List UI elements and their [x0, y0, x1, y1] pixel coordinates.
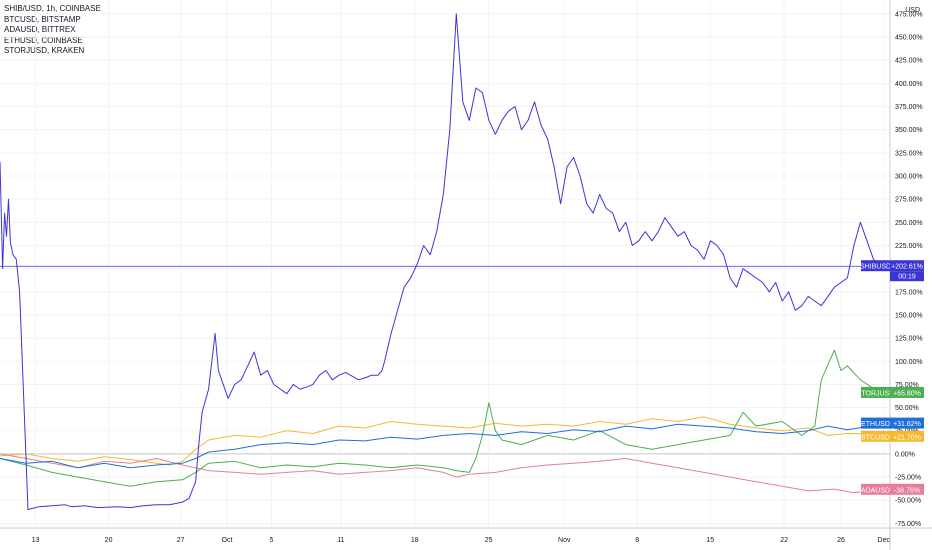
- y-tick-label-7: 300.00%: [895, 174, 923, 181]
- price-badge-adausd: [890, 483, 924, 495]
- legend-item-btcusd[interactable]: BTCUSD, BITSTAMP: [4, 14, 81, 24]
- x-tick-label-13: Dec: [878, 537, 891, 544]
- x-tick-label-10: 15: [706, 537, 714, 544]
- y-tick-label-13: 150.00%: [895, 312, 923, 319]
- series-lines: [0, 13, 881, 510]
- price-badge-value-storjusd: +65.80%: [893, 390, 921, 397]
- series-line-shibusd: [0, 13, 881, 510]
- series-name-tag-storjusd: [861, 386, 890, 398]
- y-tick-label-21: -50.00%: [895, 498, 921, 505]
- price-badge-storjusd: [890, 386, 924, 398]
- y-tick-label-14: 125.00%: [895, 336, 923, 343]
- series-name-adausd: ADAUSD: [861, 487, 890, 494]
- y-tick-label-9: 250.00%: [895, 220, 923, 227]
- countdown-badge-value: 00:19: [898, 274, 916, 281]
- x-tick-label-9: 8: [635, 537, 639, 544]
- x-tick-label-12: 26: [837, 537, 845, 544]
- x-tick-label-3: Oct: [222, 537, 233, 544]
- legend-item-adausd[interactable]: ADAUSD, BITTREX: [4, 25, 76, 34]
- y-tick-label-8: 275.00%: [895, 197, 923, 204]
- series-name-tag-adausd: [861, 483, 890, 495]
- y-tick-label-19: 0.00%: [895, 451, 915, 458]
- y-tick-label-5: 350.00%: [895, 127, 923, 134]
- x-tick-label-11: 22: [780, 537, 788, 544]
- grid-lines: [0, 0, 890, 528]
- price-badge-btcusd: [890, 430, 924, 442]
- price-badge-shibusd: [890, 260, 924, 272]
- series-name-ethusd: ETHUSD: [861, 421, 890, 428]
- countdown-badge: [890, 271, 924, 282]
- y-axis-ticks[interactable]: 475.00% 450.00% 425.00% 400.00% 375.00% 350.0…: [895, 11, 923, 527]
- x-tick-label-7: 25: [485, 537, 493, 544]
- x-tick-label-0: 13: [32, 537, 40, 544]
- series-line-ethusd: [0, 423, 881, 469]
- legend-item-shibusd[interactable]: SHIB/USD, 1h, COINBASE: [4, 4, 101, 13]
- y-tick-label-15: 100.00%: [895, 359, 923, 366]
- y-tick-label-12: 175.00%: [895, 289, 923, 296]
- y-tick-label-2: 425.00%: [895, 58, 923, 65]
- x-tick-label-2: 27: [177, 537, 185, 544]
- price-badge-ethusd: [890, 417, 924, 429]
- legend-item-ethusd[interactable]: ETHUSD, COINBASE: [4, 35, 83, 45]
- price-badge-value-adausd: -38.76%: [894, 487, 920, 494]
- series-name-storjusd: STORJUSD: [857, 390, 895, 397]
- price-badge-value-shibusd: +202.61%: [891, 264, 923, 271]
- series-line-btcusd: [0, 416, 881, 466]
- y-tick-label-4: 375.00%: [895, 104, 923, 111]
- series-line-storjusd: [0, 349, 881, 487]
- series-name-btcusd: BTCUSD: [861, 434, 890, 441]
- series-line-adausd: [0, 453, 881, 494]
- legend-item-storjusd[interactable]: STORJUSD, KRAKEN: [4, 46, 85, 55]
- y-tick-label-17: 50.00%: [895, 405, 919, 412]
- y-tick-label-22: -75.00%: [895, 521, 921, 528]
- series-name-tag-btcusd: [861, 430, 890, 442]
- x-tick-label-6: 18: [411, 537, 419, 544]
- x-tick-label-8: Nov: [558, 537, 571, 544]
- y-tick-label-3: 400.00%: [895, 81, 923, 88]
- x-tick-label-4: 5: [269, 537, 273, 544]
- price-badge-value-ethusd: +31.62%: [893, 421, 921, 428]
- y-tick-label-0: 475.00%: [895, 11, 923, 18]
- y-axis-unit: USD: [905, 7, 920, 14]
- y-tick-label-10: 225.00%: [895, 243, 923, 250]
- series-name-tag-shibusd: [861, 260, 890, 272]
- series-name-shibusd: SHIBUSD: [860, 264, 891, 271]
- y-tick-label-20: -25.00%: [895, 475, 921, 482]
- y-tick-label-16: 75.00%: [895, 382, 919, 389]
- price-badges: SHIBUSD +202.61% 00:19 STORJUSD+65.80% ADAUS…: [857, 260, 924, 495]
- x-tick-label-1: 20: [105, 537, 113, 544]
- y-tick-label-1: 450.00%: [895, 35, 923, 42]
- y-tick-label-6: 325.00%: [895, 150, 923, 157]
- series-name-tag-ethusd: [861, 417, 890, 429]
- price-badge-value-btcusd: +21.70%: [893, 434, 921, 441]
- x-tick-label-5: 11: [337, 537, 344, 544]
- legend: SHIB/USD, 1h, COINBASE BTCUSD, BITSTAMP …: [4, 4, 101, 57]
- x-axis-ticks[interactable]: 13 20 27 Oct 5 11 18 25 Nov 8 15 22 26 Dec: [32, 537, 891, 544]
